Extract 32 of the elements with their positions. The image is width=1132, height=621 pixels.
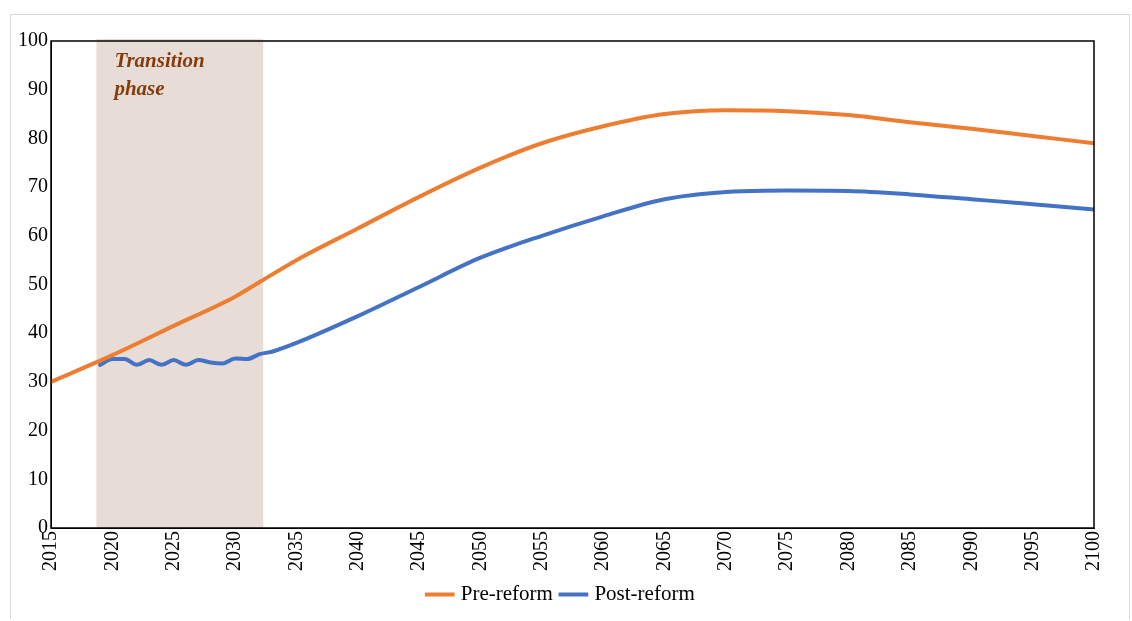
x-tick-label: 2075 xyxy=(774,531,797,571)
x-tick-label: 2095 xyxy=(1019,531,1042,571)
x-tick-label: 2065 xyxy=(651,531,674,571)
band-label: Transition phase xyxy=(112,47,205,100)
line-series xyxy=(51,108,1094,384)
y-tick-label: 100 xyxy=(18,28,48,51)
x-tick-label: 2045 xyxy=(406,531,429,571)
y-tick-label: 40 xyxy=(28,320,48,343)
x-tick-label: 2035 xyxy=(283,531,306,571)
x-tick-label: 2080 xyxy=(835,531,858,571)
legend-label: Post-reform xyxy=(594,581,695,606)
x-tick-label: 2100 xyxy=(1081,531,1104,571)
x-tick-label: 2050 xyxy=(467,531,490,571)
x-tick-label: 2020 xyxy=(99,531,122,571)
y-tick-label: 70 xyxy=(28,174,48,197)
y-tick-label: 90 xyxy=(28,76,48,99)
x-tick-label: 2090 xyxy=(958,531,981,571)
y-tick-label: 30 xyxy=(28,369,48,392)
y-tick-label: 60 xyxy=(28,223,48,246)
x-tick-label: 2055 xyxy=(529,531,552,571)
x-tick-label: 2025 xyxy=(160,531,183,571)
y-tick-label: 20 xyxy=(28,417,48,440)
x-tick-label: 2060 xyxy=(590,531,613,571)
x-tick-label: 2070 xyxy=(713,531,736,571)
y-tick-label: 80 xyxy=(28,125,48,148)
x-tick-label: 2085 xyxy=(897,531,920,571)
y-tick-label: 50 xyxy=(28,271,48,294)
x-tick-label: 2040 xyxy=(345,531,368,571)
line-series xyxy=(98,188,1094,367)
y-tick-label: 10 xyxy=(28,466,48,489)
legend-label: Pre-reform xyxy=(460,581,553,606)
x-tick-label: 2030 xyxy=(222,531,245,571)
